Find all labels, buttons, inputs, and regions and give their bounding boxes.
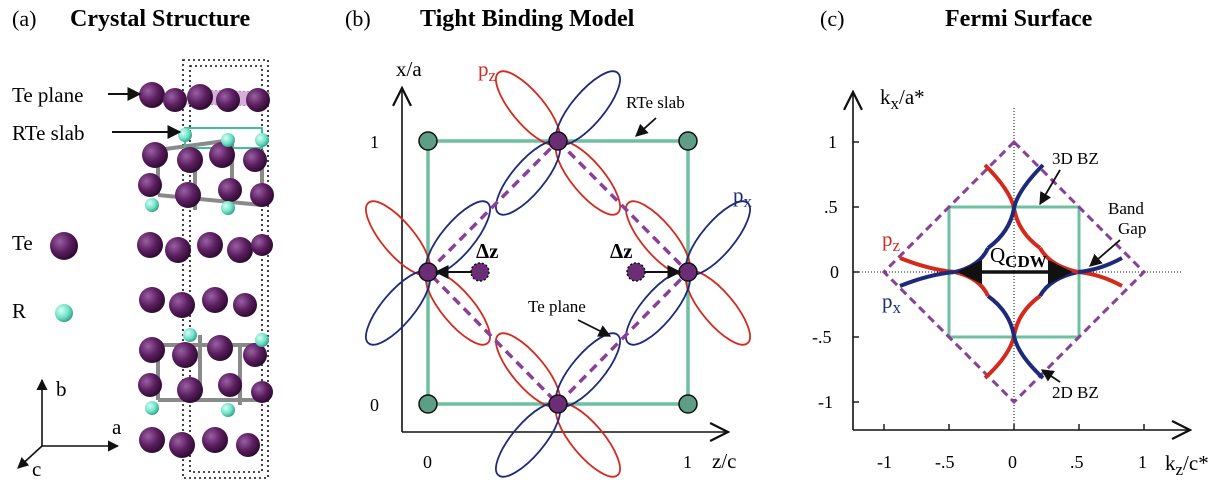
legend-r-atom [55, 304, 73, 322]
panel-c-x-axis-label: kz/c* [1165, 451, 1209, 479]
band-gap-arrow [1089, 239, 1121, 267]
axis-b-label: b [56, 377, 67, 401]
panel-c-ytick-2: 0 [830, 262, 839, 282]
panel-c-label: (c) [820, 6, 844, 31]
panel-c-title: Fermi Surface [945, 6, 1093, 32]
panel-c-xtick-4: 1 [1138, 452, 1147, 472]
panel-c: (c) Fermi Surface -1 -.5 0 .5 1 1 .5 0 -… [812, 6, 1209, 479]
panel-b-ytick-1: 1 [370, 132, 379, 152]
panel-a-title: Crystal Structure [70, 6, 251, 32]
pz-label: pz [478, 57, 497, 85]
delta-z-label-left: Δz [476, 239, 499, 263]
panel-c-xtick-2: 0 [1008, 452, 1017, 472]
panel-b-rte-slab-arrow [635, 117, 657, 137]
r-atoms [145, 128, 269, 417]
panel-c-xtick-1: -.5 [935, 452, 955, 472]
panel-c-ytick-1: .5 [824, 197, 838, 217]
panel-b-title: Tight Binding Model [420, 6, 635, 32]
bz2d-arrow [1040, 369, 1061, 383]
panel-c-xtick-3: .5 [1070, 452, 1084, 472]
panel-b-ytick-0: 0 [370, 395, 379, 415]
panel-c-px-label: px [882, 289, 902, 317]
panel-c-xtick-0: -1 [877, 452, 892, 472]
axis-c-label: c [32, 457, 41, 481]
panel-c-ytick-4: -1 [818, 392, 833, 412]
panel-b-x-axis-label: z/c [712, 449, 736, 473]
panel-c-ytick-3: -.5 [812, 327, 832, 347]
band-gap-label-2: Gap [1118, 219, 1146, 238]
rte-slab-label: RTe slab [12, 121, 85, 145]
panel-b-te-plane-arrow [577, 319, 612, 337]
bz2d-diamond [881, 139, 1147, 405]
legend-te-label: Te [12, 231, 33, 255]
panel-b-y-axis-label: x/a [396, 57, 422, 81]
px-fermi-curves [899, 163, 1123, 380]
panel-a: (a) Crystal Structure [12, 6, 274, 481]
panel-c-pz-label: pz [882, 227, 901, 255]
panel-c-ticks [853, 141, 1145, 430]
panel-b-xtick-0: 0 [423, 452, 432, 472]
panel-c-ytick-0: 1 [828, 132, 837, 152]
delta-z-label-right: Δz [610, 239, 633, 263]
panel-b-xtick-1: 1 [683, 452, 692, 472]
px-label: px [733, 183, 753, 211]
legend-r-label: R [12, 299, 26, 323]
panel-a-label: (a) [12, 6, 36, 31]
axis-a-label: a [112, 415, 122, 439]
bz3d-label: 3D BZ [1052, 149, 1099, 168]
panel-c-y-axis-label: kx/a* [880, 85, 925, 113]
te-atoms [137, 82, 274, 458]
band-gap-label-1: Band [1108, 199, 1144, 218]
te-plane-label: Te plane [12, 83, 83, 107]
atomic-bonds [156, 138, 264, 405]
bz3d-arrow [1039, 169, 1061, 206]
axes-triad [17, 378, 120, 469]
qcdw-label: QCDW [990, 243, 1047, 271]
panel-b: (b) Tight Binding Model x/a z/c 1 0 0 1 [345, 6, 753, 478]
r-site-nodes [418, 131, 698, 414]
bz2d-label: 2D BZ [1052, 383, 1099, 402]
legend-te-atom [50, 232, 78, 260]
panel-b-label: (b) [345, 6, 371, 31]
panel-b-rte-slab-label: RTe slab [626, 93, 685, 112]
te-plane-diamond [425, 138, 691, 407]
displaced-te-nodes [470, 262, 646, 282]
panel-b-te-plane-label: Te plane [528, 297, 586, 316]
